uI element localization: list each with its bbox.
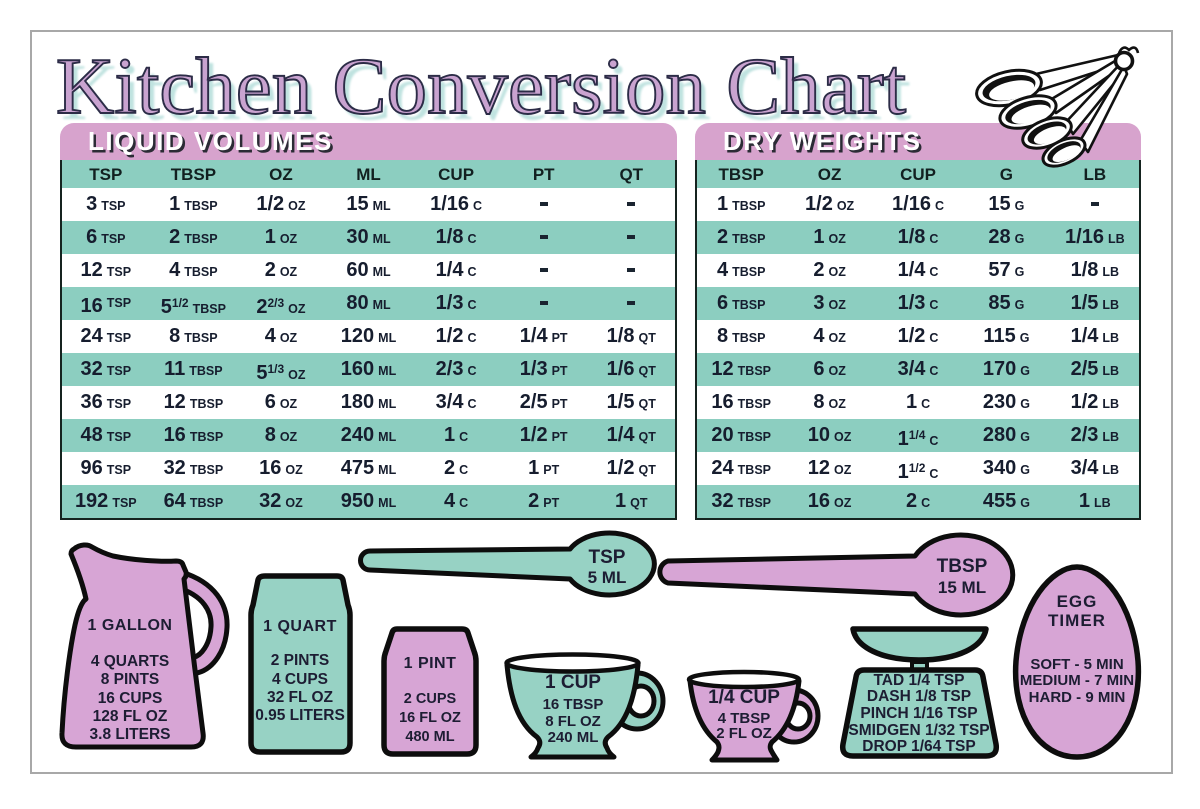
svg-text:5 ML: 5 ML (588, 568, 627, 587)
svg-text:15 ML: 15 ML (938, 578, 986, 597)
svg-text:0.95 LITERS: 0.95 LITERS (255, 707, 345, 724)
svg-text:16 CUPS: 16 CUPS (98, 690, 163, 707)
svg-text:240 ML: 240 ML (548, 729, 599, 746)
svg-text:TIMER: TIMER (1048, 611, 1106, 630)
svg-text:TBSP: TBSP (937, 556, 988, 577)
svg-text:1/4 CUP: 1/4 CUP (708, 687, 780, 708)
svg-text:TSP: TSP (589, 547, 626, 568)
svg-text:DROP 1/64 TSP: DROP 1/64 TSP (862, 738, 975, 755)
svg-text:SMIDGEN 1/32 TSP: SMIDGEN 1/32 TSP (848, 722, 989, 739)
svg-text:2 FL OZ: 2 FL OZ (716, 725, 772, 742)
svg-text:1 CUP: 1 CUP (545, 672, 601, 693)
svg-text:MEDIUM - 7 MIN: MEDIUM - 7 MIN (1020, 672, 1134, 689)
svg-text:2 CUPS: 2 CUPS (404, 691, 457, 707)
svg-text:1 QUART: 1 QUART (263, 618, 337, 635)
svg-text:16 FL OZ: 16 FL OZ (399, 710, 461, 726)
svg-text:PINCH 1/16 TSP: PINCH 1/16 TSP (860, 705, 977, 722)
svg-text:DASH 1/8 TSP: DASH 1/8 TSP (867, 688, 971, 705)
svg-text:4 CUPS: 4 CUPS (272, 671, 328, 688)
svg-text:480 ML: 480 ML (405, 729, 454, 745)
svg-text:HARD - 9 MIN: HARD - 9 MIN (1029, 689, 1126, 706)
svg-text:3.8 LITERS: 3.8 LITERS (90, 726, 171, 743)
svg-text:4 QUARTS: 4 QUARTS (91, 653, 169, 670)
svg-text:32 FL OZ: 32 FL OZ (267, 689, 334, 706)
svg-text:8 FL OZ: 8 FL OZ (545, 713, 601, 730)
svg-text:16 TBSP: 16 TBSP (543, 696, 604, 713)
svg-text:1 GALLON: 1 GALLON (88, 617, 173, 634)
svg-text:2 PINTS: 2 PINTS (271, 652, 330, 669)
svg-text:SOFT - 5 MIN: SOFT - 5 MIN (1030, 656, 1123, 673)
svg-text:128 FL OZ: 128 FL OZ (93, 708, 168, 725)
svg-text:1 PINT: 1 PINT (404, 655, 457, 672)
svg-text:4 TBSP: 4 TBSP (718, 710, 771, 727)
svg-text:8 PINTS: 8 PINTS (101, 671, 160, 688)
svg-text:TAD 1/4 TSP: TAD 1/4 TSP (873, 672, 964, 689)
svg-text:EGG: EGG (1057, 592, 1098, 611)
